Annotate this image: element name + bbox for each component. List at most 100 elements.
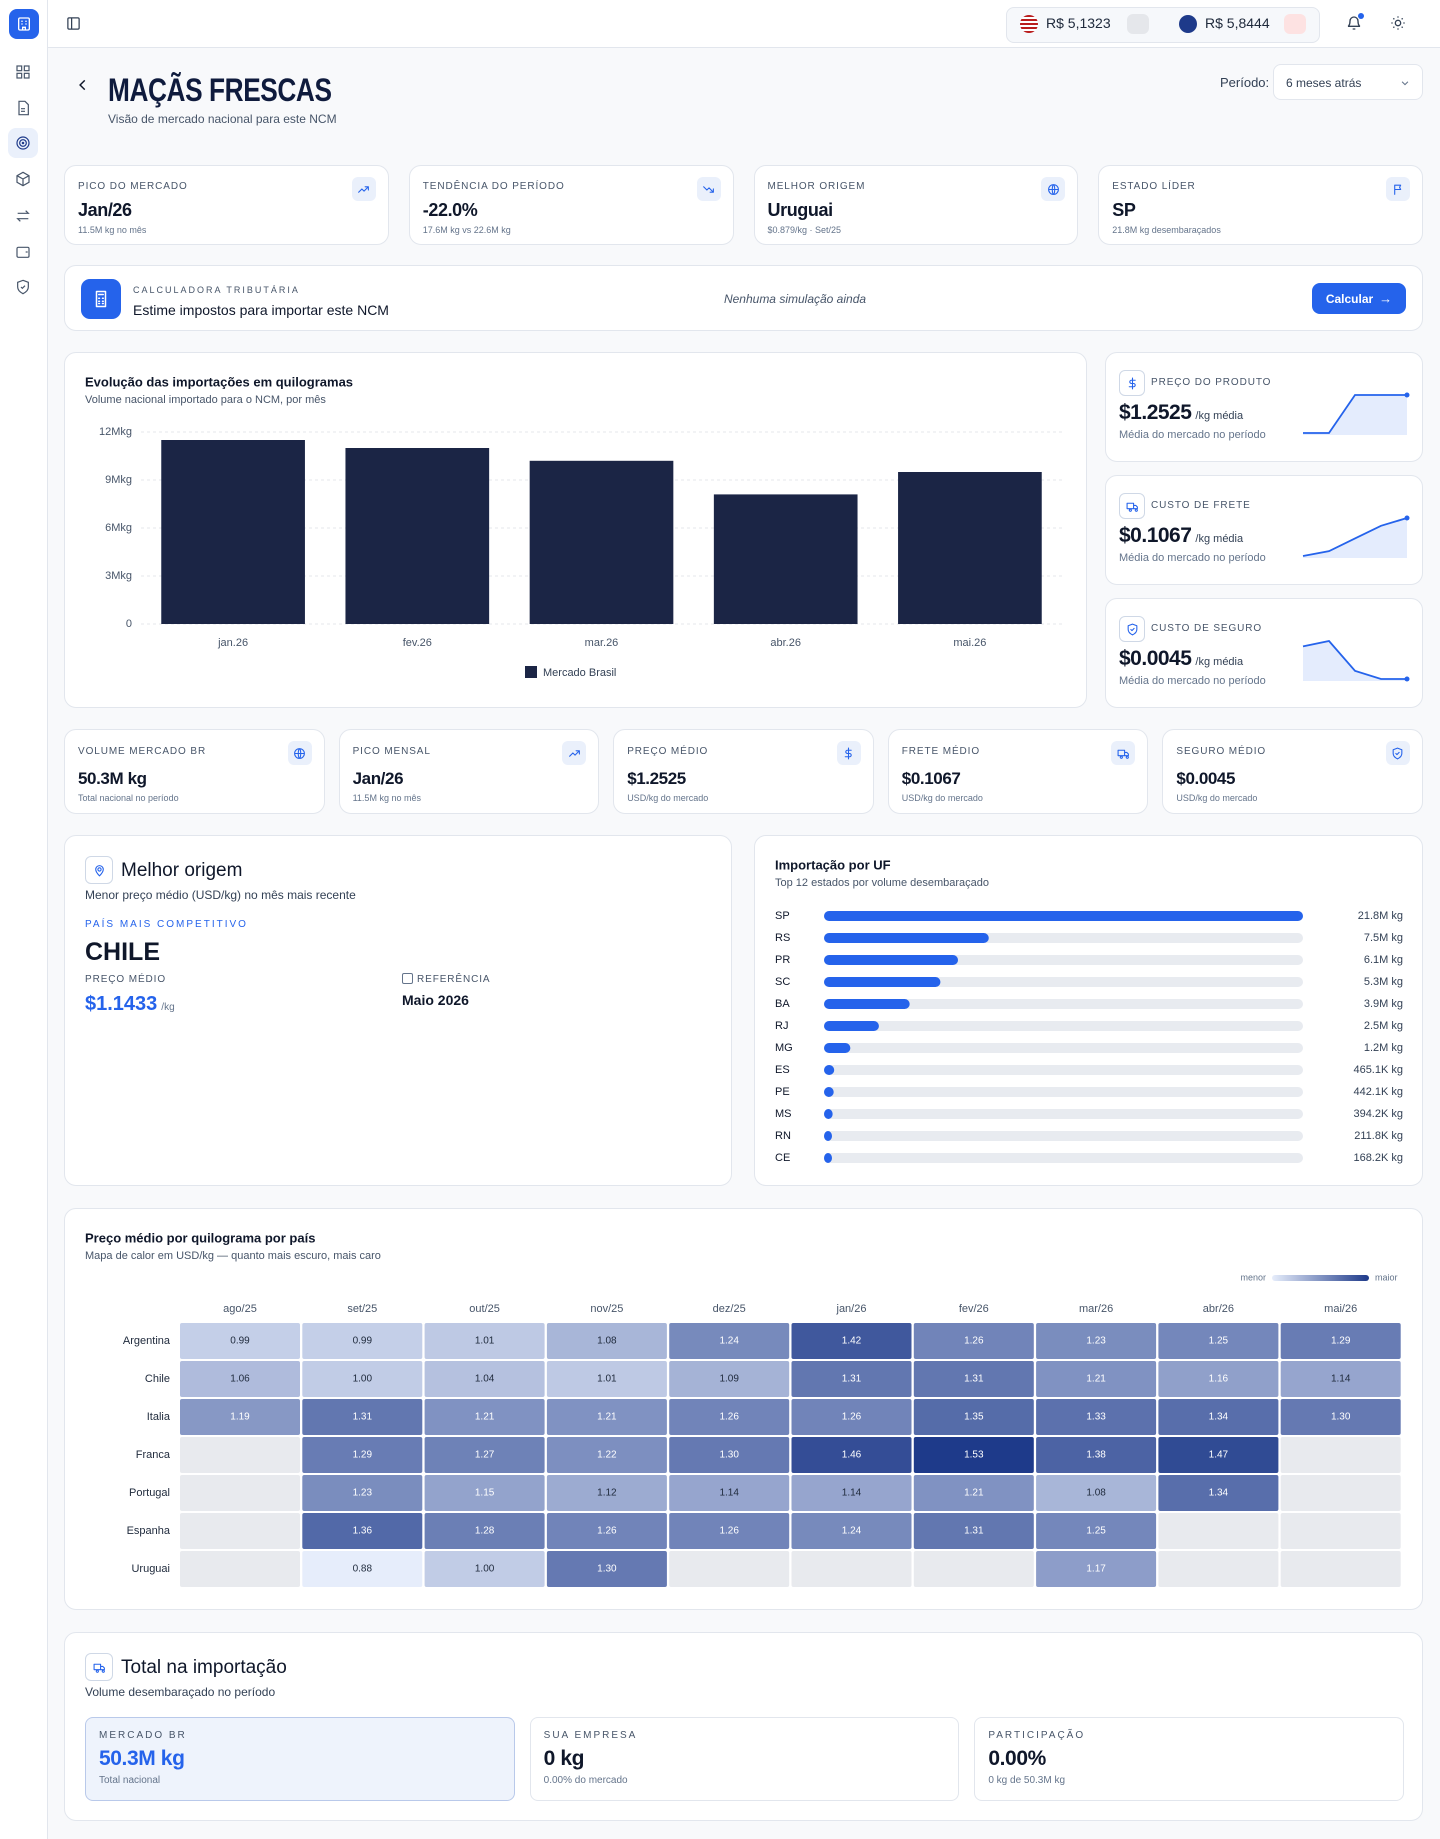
cell-label: 1.01 xyxy=(597,1374,617,1385)
nav-security[interactable] xyxy=(15,279,31,295)
cell-label: 1.53 xyxy=(964,1450,984,1461)
heat-cell xyxy=(1158,1475,1279,1511)
heatmap-card: Preço médio por quilograma por país Mapa … xyxy=(64,1208,1423,1610)
metric-value: $1.2525 xyxy=(627,769,686,788)
row-label: Espanha xyxy=(127,1525,171,1537)
price-value: $1.1433 xyxy=(85,993,158,1015)
cost-value-line: $0.0045/kg média xyxy=(1119,647,1243,671)
row-label: Chile xyxy=(145,1373,170,1385)
icon-glyph xyxy=(95,290,107,308)
cell-label: 0.99 xyxy=(230,1336,250,1347)
cell-label: 1.24 xyxy=(842,1526,862,1537)
heat-cell xyxy=(546,1551,667,1587)
kpi-label: MELHOR ORIGEM xyxy=(767,181,866,192)
nav-wallet[interactable] xyxy=(15,244,31,260)
theme-toggle[interactable] xyxy=(1390,15,1406,31)
nav-products[interactable] xyxy=(15,171,31,187)
cell-label: 1.08 xyxy=(597,1336,617,1347)
total-stat-value: 0 kg xyxy=(543,1747,585,1770)
sparkline-end xyxy=(1404,515,1410,521)
value-label: 211.8K kg xyxy=(1354,1130,1403,1142)
cell-label: 1.21 xyxy=(597,1412,617,1423)
icon-glyph xyxy=(1126,502,1138,512)
icon xyxy=(562,741,587,765)
heat-cell xyxy=(1036,1551,1157,1587)
metric-note: USD/kg do mercado xyxy=(627,793,709,803)
calculate-button[interactable]: Calcular → xyxy=(1312,283,1406,314)
icon-path xyxy=(294,747,306,759)
nav-transfers[interactable] xyxy=(15,208,31,224)
row-label: Uruguai xyxy=(131,1563,170,1575)
period-select[interactable]: 6 meses atrás xyxy=(1273,64,1423,100)
total-stat-card: SUA EMPRESA 0 kg 0.00% do mercado xyxy=(529,1717,960,1801)
icon-path xyxy=(95,290,107,308)
rates-box xyxy=(1006,7,1320,43)
metric-card: VOLUME MERCADO BR 50.3M kg Total nacional … xyxy=(64,729,325,814)
empty-cell xyxy=(1280,1437,1401,1473)
total-stat-note: Total nacional xyxy=(99,1775,161,1786)
bar xyxy=(713,494,858,624)
heat-cell xyxy=(1158,1323,1279,1359)
cost-card: CUSTO DE FRETE $0.1067/kg média Média do m… xyxy=(1105,475,1423,585)
value-label: 3.9M kg xyxy=(1364,998,1403,1010)
column-label: mar/26 xyxy=(1079,1303,1113,1315)
sparkline-end xyxy=(1404,676,1410,682)
empty-cell xyxy=(180,1551,300,1587)
category-label: MG xyxy=(775,1042,793,1054)
bar-track xyxy=(824,977,1303,987)
cell-label: 1.26 xyxy=(597,1526,617,1537)
column-label: fev/26 xyxy=(959,1303,989,1315)
cell-label: 1.31 xyxy=(964,1374,984,1385)
kpi-value: Uruguai xyxy=(767,200,834,220)
cell-label: 1.29 xyxy=(1331,1336,1351,1347)
kpi-value: Jan/26 xyxy=(78,200,132,220)
cell-label: 1.42 xyxy=(842,1336,862,1347)
country-label: PAÍS MAIS COMPETITIVO xyxy=(85,919,248,930)
heat-cell xyxy=(424,1323,545,1359)
icon-path xyxy=(1047,183,1059,195)
sparkline-line xyxy=(1303,394,1407,434)
notifications[interactable] xyxy=(1346,15,1362,31)
metric-label: FRETE MÉDIO xyxy=(901,746,981,757)
bar-track xyxy=(824,1021,1303,1031)
icon xyxy=(1385,741,1410,765)
flag-us xyxy=(1020,15,1038,33)
kpi-note: $0.879/kg · Set/25 xyxy=(767,225,842,235)
app-logo[interactable] xyxy=(9,9,39,39)
calculator-status: Nenhuma simulação ainda xyxy=(723,292,867,306)
rate-usd: R$ 5,1323 xyxy=(1046,15,1111,31)
metric-note: Total nacional no período xyxy=(78,793,179,803)
toggle-sidebar[interactable] xyxy=(66,16,81,31)
heat-cell xyxy=(180,1361,300,1397)
cell-label: 1.38 xyxy=(1086,1450,1106,1461)
nav-market[interactable] xyxy=(15,135,31,151)
chart: Importação por UF Top 12 estados por volu… xyxy=(775,857,1403,1163)
column-label: out/25 xyxy=(469,1303,500,1315)
icon-glyph xyxy=(568,749,580,757)
column-label: nov/25 xyxy=(590,1303,623,1315)
empty-cell xyxy=(1158,1513,1279,1549)
cell-label: 1.26 xyxy=(719,1412,739,1423)
heat-cell xyxy=(546,1323,667,1359)
kpi-label: PICO DO MERCADO xyxy=(78,181,188,192)
cell-label: 1.34 xyxy=(1209,1488,1229,1499)
heat-cell xyxy=(791,1513,912,1549)
nav-documents[interactable] xyxy=(15,100,31,116)
x-tick-label: mai.26 xyxy=(953,637,986,649)
page-title: MAÇÃS FRESCAS xyxy=(108,72,332,108)
metric-note: USD/kg do mercado xyxy=(901,793,983,803)
heat-cell xyxy=(1158,1437,1279,1473)
icon xyxy=(1119,616,1145,642)
empty-cell xyxy=(180,1475,300,1511)
back-button[interactable] xyxy=(76,78,90,92)
calculator-label: CALCULADORA TRIBUTÁRIA xyxy=(133,285,300,295)
nav-dashboard[interactable] xyxy=(15,64,31,80)
empty-cell xyxy=(791,1551,912,1587)
metric-card: PREÇO MÉDIO $1.2525 USD/kg do mercado xyxy=(613,729,874,814)
calculate-button-arrow: → xyxy=(1379,291,1393,306)
heat-cell xyxy=(180,1323,300,1359)
heat-cell xyxy=(546,1475,667,1511)
bar xyxy=(345,448,490,624)
y-tick-label: 3Mkg xyxy=(105,570,132,582)
chart-subtitle: Mapa de calor em USD/kg — quanto mais es… xyxy=(85,1250,381,1262)
